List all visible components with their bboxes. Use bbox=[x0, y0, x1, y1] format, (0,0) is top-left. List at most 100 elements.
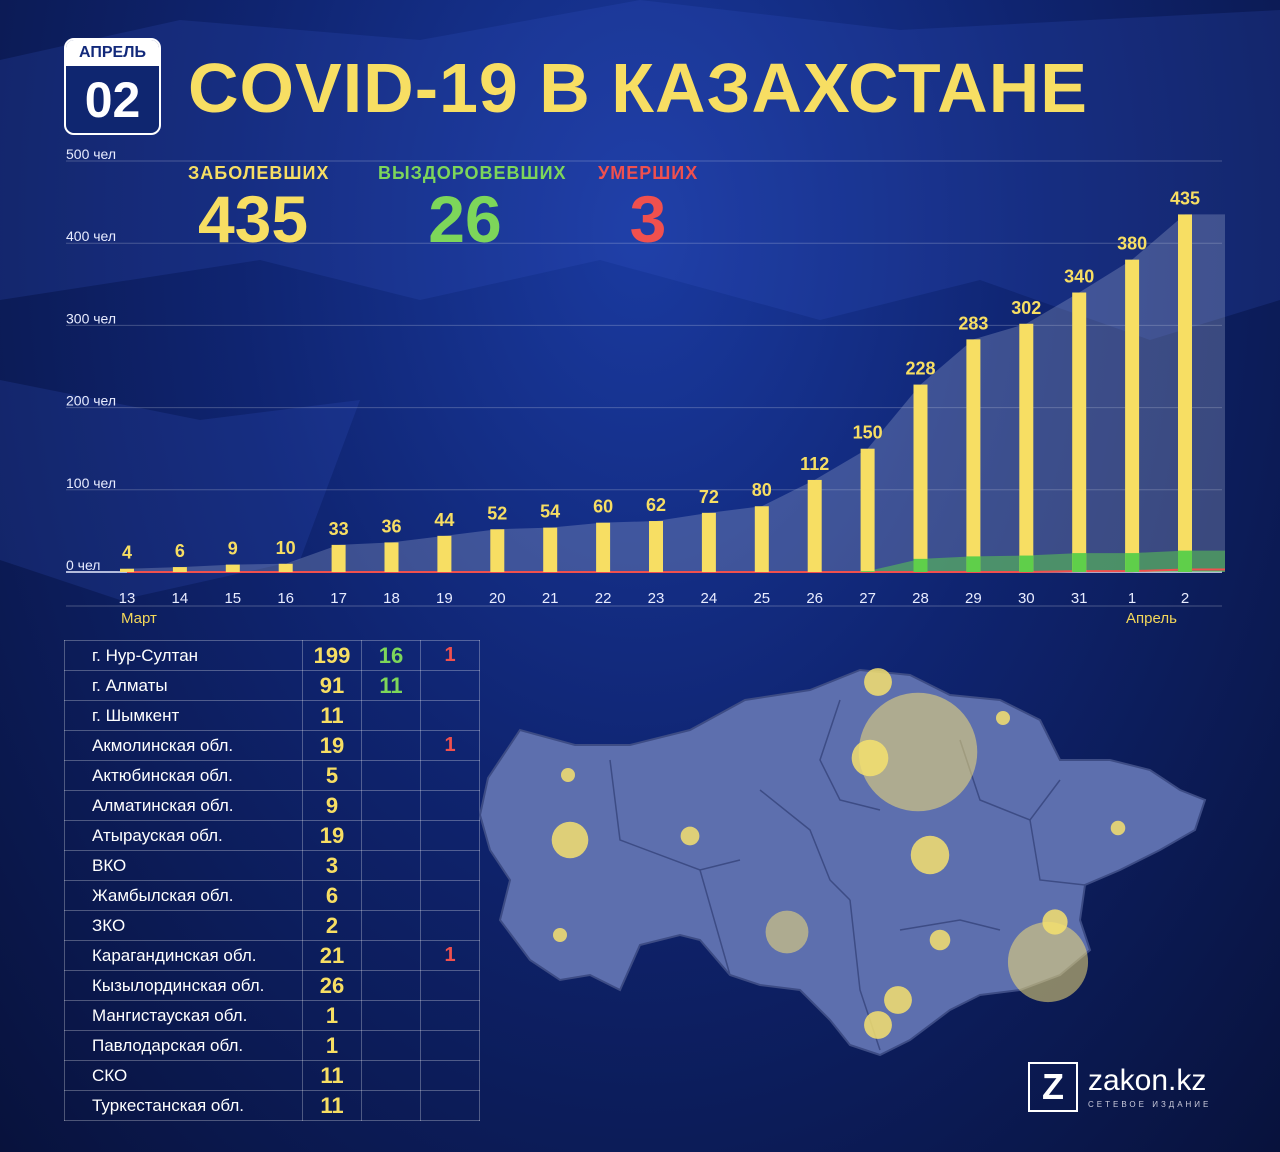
x-tick-label: 13 bbox=[119, 590, 136, 607]
data-label: 112 bbox=[800, 454, 829, 474]
stat-cases-value: 435 bbox=[197, 182, 309, 256]
region-deaths bbox=[420, 700, 480, 731]
y-tick-label: 300 чел bbox=[66, 310, 116, 326]
region-recovered: 11 bbox=[361, 670, 421, 701]
stat-cases: ЗАБОЛЕВШИХ 435 bbox=[188, 163, 328, 256]
bar-recovered bbox=[1125, 553, 1140, 572]
region-recovered bbox=[361, 730, 421, 761]
x-tick-label: 17 bbox=[330, 590, 347, 607]
region-recovered bbox=[361, 1000, 421, 1031]
region-deaths bbox=[420, 850, 480, 881]
x-tick-label: 24 bbox=[701, 590, 718, 607]
stat-deaths-label: УМЕРШИХ bbox=[598, 163, 699, 183]
bar-cases bbox=[490, 529, 505, 572]
data-label: 150 bbox=[853, 423, 883, 443]
cases-area bbox=[117, 214, 1225, 572]
region-deaths: 1 bbox=[420, 730, 480, 761]
region-recovered bbox=[361, 850, 421, 881]
bar-cases bbox=[331, 544, 346, 572]
x-tick-label: 31 bbox=[1071, 590, 1088, 607]
table-row: Жамбылская обл. 6 bbox=[64, 880, 480, 911]
region-cases: 1 bbox=[302, 1000, 362, 1031]
x-tick-label: 20 bbox=[489, 590, 506, 607]
x-tick-label: 22 bbox=[595, 590, 612, 607]
table-row: Акмолинская обл. 19 1 bbox=[64, 730, 480, 761]
region-cases: 26 bbox=[302, 970, 362, 1001]
region-deaths bbox=[420, 1030, 480, 1061]
table-row: Карагандинская обл. 21 1 bbox=[64, 940, 480, 971]
data-label: 60 bbox=[593, 497, 613, 517]
zakon-logo[interactable]: Z zakon.kz СЕТЕВОЕ ИЗДАНИЕ bbox=[1028, 1062, 1211, 1112]
table-row: ЗКО 2 bbox=[64, 910, 480, 941]
data-label: 6 bbox=[175, 541, 185, 561]
data-label: 9 bbox=[228, 539, 238, 559]
region-recovered bbox=[361, 790, 421, 821]
x-tick-label: 14 bbox=[172, 590, 189, 607]
table-row: ВКО 3 bbox=[64, 850, 480, 881]
table-row: Атырауская обл. 19 bbox=[64, 820, 480, 851]
region-cases: 11 bbox=[302, 1090, 362, 1121]
region-cases: 1 bbox=[302, 1030, 362, 1061]
date-day: 02 bbox=[84, 72, 141, 128]
stat-recovered-value: 26 bbox=[428, 182, 502, 256]
region-recovered: 16 bbox=[361, 640, 421, 671]
data-label: 54 bbox=[540, 502, 560, 522]
region-name: Туркестанская обл. bbox=[64, 1090, 303, 1121]
data-label: 72 bbox=[699, 487, 719, 507]
region-deaths: 1 bbox=[420, 940, 480, 971]
y-tick-label: 0 чел bbox=[66, 557, 100, 573]
data-label: 4 bbox=[122, 543, 132, 563]
region-cases: 6 bbox=[302, 880, 362, 911]
bar-cases bbox=[120, 568, 134, 572]
region-deaths bbox=[420, 1000, 480, 1031]
region-recovered bbox=[361, 880, 421, 911]
bar-cases bbox=[1125, 259, 1140, 572]
x-tick-label: 21 bbox=[542, 590, 559, 607]
region-recovered bbox=[361, 910, 421, 941]
region-recovered bbox=[361, 700, 421, 731]
region-name: Акмолинская обл. bbox=[64, 730, 303, 761]
x-tick-label: 28 bbox=[912, 590, 929, 607]
region-deaths: 1 bbox=[420, 640, 480, 671]
table-row: г. Нур-Султан 199 16 1 bbox=[64, 640, 480, 671]
table-row: Алматинская обл. 9 bbox=[64, 790, 480, 821]
region-name: г. Шымкент bbox=[64, 700, 303, 731]
x-tick-label: 30 bbox=[1018, 590, 1035, 607]
x-tick-label: 25 bbox=[753, 590, 770, 607]
bar-recovered bbox=[1178, 550, 1192, 572]
bar-cases bbox=[754, 506, 769, 572]
y-tick-label: 400 чел bbox=[66, 228, 116, 244]
bar-cases bbox=[649, 521, 663, 572]
bar-cases bbox=[701, 512, 716, 572]
bar-cases bbox=[1019, 323, 1034, 572]
date-month: АПРЕЛЬ bbox=[66, 40, 159, 66]
region-cases: 19 bbox=[302, 820, 362, 851]
bar-cases bbox=[1178, 214, 1192, 572]
data-label: 435 bbox=[1170, 188, 1200, 208]
x-tick-label: 16 bbox=[277, 590, 294, 607]
region-name: Жамбылская обл. bbox=[64, 880, 303, 911]
table-row: г. Алматы 91 11 bbox=[64, 670, 480, 701]
data-label: 10 bbox=[276, 538, 296, 558]
data-label: 36 bbox=[381, 516, 401, 536]
region-cases: 199 bbox=[302, 640, 362, 671]
region-recovered bbox=[361, 970, 421, 1001]
x-tick-label: 26 bbox=[806, 590, 823, 607]
region-recovered bbox=[361, 760, 421, 791]
data-label: 380 bbox=[1117, 234, 1147, 254]
bar-cases bbox=[860, 448, 875, 572]
x-tick-label: 2 bbox=[1181, 590, 1189, 607]
x-tick-label: 18 bbox=[383, 590, 400, 607]
region-recovered bbox=[361, 1090, 421, 1121]
table-row: Павлодарская обл. 1 bbox=[64, 1030, 480, 1061]
region-cases: 21 bbox=[302, 940, 362, 971]
x-tick-label: 1 bbox=[1128, 590, 1136, 607]
month-label-march: Март bbox=[121, 610, 157, 627]
region-cases: 11 bbox=[302, 700, 362, 731]
page-title: COVID-19 В КАЗАХСТАНЕ bbox=[188, 49, 1088, 127]
region-cases: 19 bbox=[302, 730, 362, 761]
y-tick-label: 100 чел bbox=[66, 475, 116, 491]
y-tick-label: 500 чел bbox=[66, 146, 116, 162]
region-recovered bbox=[361, 1060, 421, 1091]
data-label: 283 bbox=[958, 313, 988, 333]
